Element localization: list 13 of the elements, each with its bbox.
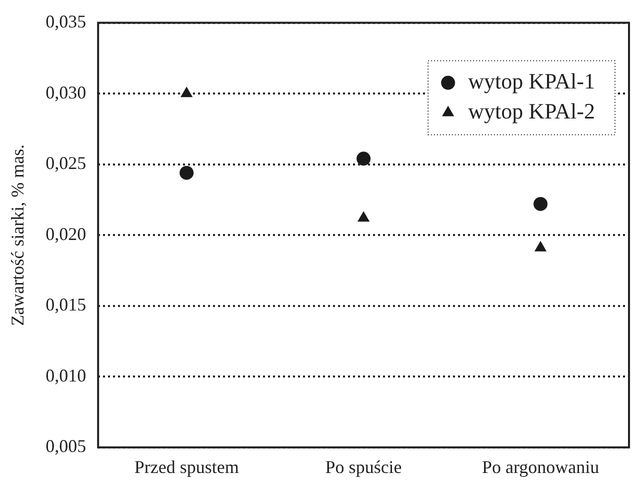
y-axis-title: Zawartość siarki, % mas. bbox=[8, 144, 28, 326]
x-tick-label: Przed spustem bbox=[134, 456, 239, 477]
y-tick-label: 0,020 bbox=[46, 224, 86, 244]
x-tick-label: Po argonowaniu bbox=[482, 456, 600, 477]
legend-label: wytop KPAl-1 bbox=[468, 68, 596, 94]
y-tick-label: 0,025 bbox=[46, 153, 86, 174]
y-tick-label: 0,030 bbox=[46, 82, 86, 102]
y-tick-label: 0,015 bbox=[46, 294, 86, 315]
x-tick-label: Po spuście bbox=[325, 456, 402, 477]
y-tick-label: 0,035 bbox=[46, 12, 86, 32]
y-tick-label: 0,010 bbox=[46, 365, 86, 386]
legend-label: wytop KPAl-2 bbox=[468, 98, 596, 124]
y-tick-label: 0,005 bbox=[46, 436, 86, 456]
